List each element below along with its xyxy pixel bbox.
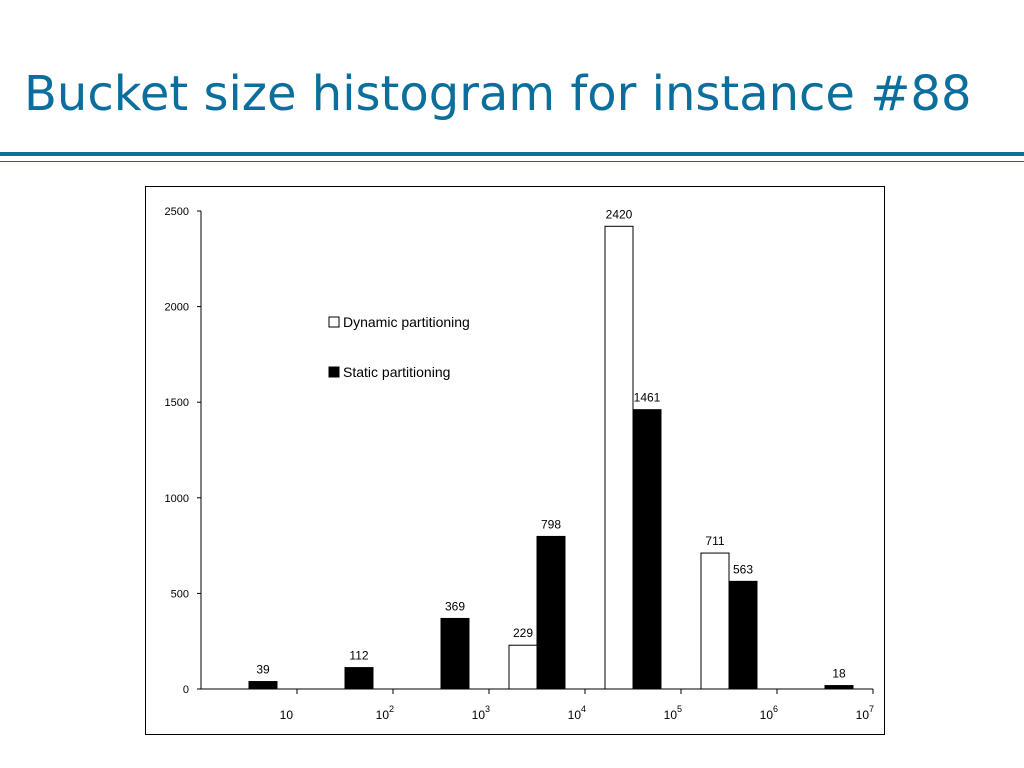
bar-value-label: 1461 — [634, 391, 661, 405]
dynamic-bar — [508, 644, 538, 690]
bar-value-label: 18 — [832, 667, 846, 681]
static-bar — [632, 409, 662, 690]
x-tick-label: 10 — [568, 708, 582, 722]
y-tick-label: 1500 — [165, 397, 189, 409]
bar-value-label: 2420 — [606, 207, 633, 221]
x-tick-label: 10 — [376, 708, 390, 722]
title-divider-thin — [0, 161, 1024, 162]
legend-label: Dynamic partitioning — [343, 314, 470, 330]
bar-value-label: 39 — [256, 663, 270, 677]
bar-value-label: 229 — [513, 626, 533, 640]
x-tick-exponent: 3 — [485, 704, 490, 714]
x-tick-exponent: 5 — [677, 704, 682, 714]
y-tick-label: 2500 — [165, 206, 189, 218]
bar-value-label: 798 — [541, 517, 561, 531]
legend-swatch — [328, 366, 340, 378]
static-bar — [536, 535, 566, 690]
dynamic-bar — [604, 225, 634, 690]
legend-label: Static partitioning — [343, 364, 450, 380]
x-tick-label: 10 — [664, 708, 678, 722]
slide-title: Bucket size histogram for instance #88 — [24, 66, 972, 122]
x-tick-exponent: 2 — [389, 704, 394, 714]
y-tick-label: 500 — [171, 588, 189, 600]
title-divider-thick — [0, 152, 1024, 156]
x-tick-label: 10 — [856, 708, 870, 722]
y-tick-label: 1000 — [165, 493, 189, 505]
bar-value-label: 112 — [349, 649, 368, 663]
x-tick-label: 10 — [760, 708, 774, 722]
bar-value-label: 711 — [705, 534, 724, 548]
static-bar — [344, 667, 374, 690]
chart-frame: 0 500 1000 1500 2000 2500 10 10 2 10 3 10 4 10 5 10 6 10 7… — [145, 186, 885, 735]
x-tick-label: 10 — [280, 708, 294, 722]
legend-swatch — [328, 316, 340, 328]
y-tick-label: 2000 — [165, 302, 189, 314]
static-bar — [824, 685, 854, 690]
static-bar — [440, 617, 470, 690]
static-bar — [248, 681, 278, 690]
bar-value-label: 563 — [733, 562, 753, 576]
x-tick-exponent: 6 — [773, 704, 778, 714]
x-tick-exponent: 7 — [869, 704, 874, 714]
static-bar — [728, 580, 758, 690]
dynamic-bar — [700, 552, 730, 690]
y-tick-label: 0 — [183, 684, 189, 696]
x-tick-exponent: 4 — [581, 704, 586, 714]
bar-value-label: 369 — [445, 599, 465, 613]
x-tick-label: 10 — [472, 708, 486, 722]
